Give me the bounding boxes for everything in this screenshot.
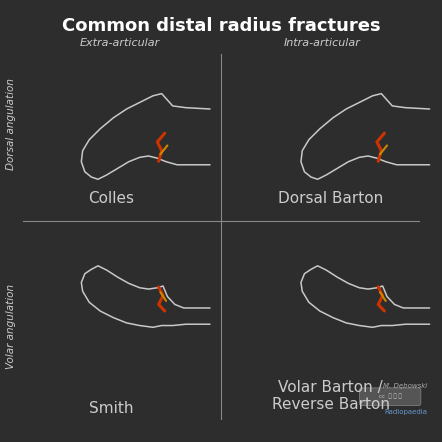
Text: cc  Ⓞ Ⓢ Ⓐ: cc Ⓞ Ⓢ Ⓐ xyxy=(379,394,401,400)
Text: Dorsal angulation: Dorsal angulation xyxy=(6,78,16,170)
Text: Volar angulation: Volar angulation xyxy=(6,284,16,369)
FancyBboxPatch shape xyxy=(359,388,421,405)
Text: Colles: Colles xyxy=(88,191,134,206)
Text: Radiopaedia: Radiopaedia xyxy=(385,409,427,415)
Text: Intra-articular: Intra-articular xyxy=(284,38,361,48)
Text: Common distal radius fractures: Common distal radius fractures xyxy=(62,17,380,35)
Text: Smith: Smith xyxy=(89,401,133,416)
Text: Volar Barton /
Reverse Barton: Volar Barton / Reverse Barton xyxy=(272,380,390,412)
Text: M. Dębowski: M. Dębowski xyxy=(383,383,427,389)
Text: Dorsal Barton: Dorsal Barton xyxy=(278,191,383,206)
Text: Extra-articular: Extra-articular xyxy=(80,38,160,48)
